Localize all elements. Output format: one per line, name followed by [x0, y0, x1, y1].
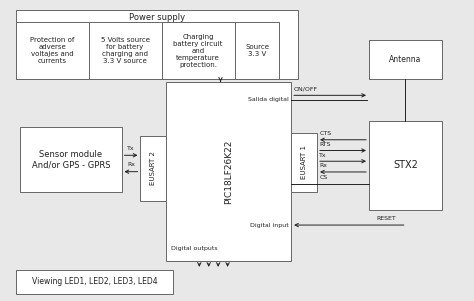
Text: Viewing LED1, LED2, LED3, LED4: Viewing LED1, LED2, LED3, LED4: [32, 277, 157, 286]
Bar: [16, 10, 298, 79]
Text: Tx: Tx: [319, 153, 327, 158]
Text: Antenna: Antenna: [389, 55, 422, 64]
Text: EUSART 2: EUSART 2: [150, 151, 156, 185]
Bar: [16, 22, 89, 79]
Text: RTS: RTS: [319, 142, 331, 147]
Text: Tx: Tx: [127, 146, 135, 151]
Bar: [369, 40, 442, 79]
Bar: [16, 270, 173, 294]
Text: 5 Volts source
for battery
charging and
3.3 V source: 5 Volts source for battery charging and …: [100, 37, 150, 64]
Text: Rx: Rx: [127, 162, 135, 167]
Bar: [162, 22, 235, 79]
Bar: [140, 135, 166, 201]
Text: CS: CS: [319, 175, 328, 180]
Bar: [369, 121, 442, 210]
Text: STX2: STX2: [393, 160, 418, 170]
Text: Digital input: Digital input: [250, 222, 289, 228]
Text: Digital outputs: Digital outputs: [171, 246, 218, 251]
Text: CTS: CTS: [319, 131, 332, 136]
Text: Power supply: Power supply: [129, 13, 185, 22]
Bar: [20, 127, 121, 192]
Bar: [89, 22, 162, 79]
Bar: [166, 82, 291, 261]
Text: Charging
battery circuit
and
temperature
protection.: Charging battery circuit and temperature…: [173, 34, 223, 68]
Text: Salida digital: Salida digital: [248, 97, 289, 102]
Bar: [235, 22, 279, 79]
Text: Sensor module
And/or GPS - GPRS: Sensor module And/or GPS - GPRS: [32, 150, 110, 169]
Text: EUSART 1: EUSART 1: [301, 145, 307, 179]
Text: Rx: Rx: [319, 163, 328, 169]
Text: RESET: RESET: [376, 216, 396, 221]
Bar: [291, 133, 317, 192]
Text: ON/OFF: ON/OFF: [293, 87, 318, 92]
Text: Source
3.3 V: Source 3.3 V: [245, 44, 269, 57]
Text: PIC18LF26K22: PIC18LF26K22: [224, 139, 233, 203]
Text: Protection of
adverse
voltajes and
currents: Protection of adverse voltajes and curre…: [30, 37, 74, 64]
